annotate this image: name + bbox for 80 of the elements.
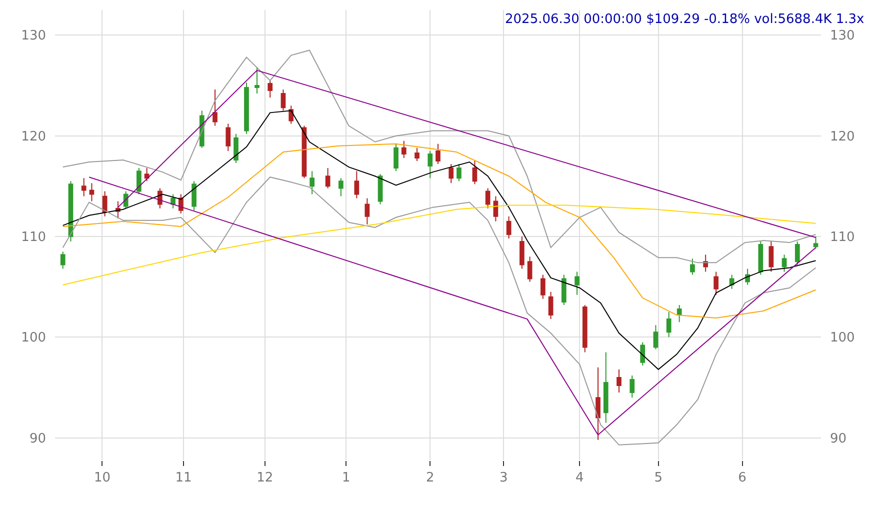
candlestick — [520, 236, 524, 270]
candlestick — [616, 368, 622, 394]
x-tick-label: 10 — [94, 470, 110, 486]
candlestick — [782, 254, 787, 272]
y2-tick-label: 90 — [830, 431, 847, 446]
candlestick — [582, 304, 588, 353]
candlestick — [640, 342, 646, 366]
y-tick-label: 130 — [21, 28, 46, 44]
x-tick-label: 1 — [342, 470, 350, 486]
y-tick-label: 110 — [21, 230, 46, 246]
x-tick-label: 4 — [576, 470, 584, 486]
candlestick — [714, 271, 718, 296]
candlestick — [136, 168, 142, 195]
candlestick — [676, 304, 682, 323]
candlestick — [448, 164, 454, 184]
candlestick — [234, 133, 238, 164]
x-tick-label: 11 — [175, 470, 192, 486]
y2-tick-label: 130 — [830, 28, 855, 44]
x-tick-label: 5 — [654, 470, 662, 486]
candlestick — [540, 274, 546, 300]
candlestick — [456, 164, 462, 182]
candlestick — [596, 366, 600, 440]
candlestick — [378, 174, 383, 205]
candlestick — [506, 216, 512, 240]
candlestick — [81, 178, 86, 197]
candlestick — [603, 352, 608, 424]
candlestick — [561, 274, 566, 306]
chart-title: 2025.06.30 00:00:00 $109.29 -0.18% vol:5688.4K 1.3x — [505, 12, 865, 27]
candlestick — [192, 180, 196, 211]
candlestick — [338, 178, 344, 197]
candlestick — [703, 254, 708, 272]
candlestick — [485, 188, 490, 209]
candlestick — [89, 182, 94, 202]
candlestick — [813, 236, 818, 250]
candlestick — [690, 258, 695, 276]
candlestick — [630, 374, 635, 398]
y2-tick-label: 100 — [830, 330, 855, 346]
line-series — [62, 110, 816, 370]
y2-tick-label: 120 — [830, 129, 855, 144]
candlestick — [401, 140, 406, 158]
y-tick-label: 120 — [21, 129, 46, 144]
line-series — [62, 204, 816, 286]
candlestick — [436, 143, 440, 165]
y-tick-label: 100 — [21, 330, 46, 346]
candlestick — [414, 147, 420, 162]
candlestick — [745, 268, 750, 286]
candlestick — [354, 170, 360, 199]
candlestick — [394, 143, 398, 172]
candlestick — [60, 251, 66, 270]
candlestick — [102, 190, 108, 217]
candlestick — [144, 168, 150, 182]
candlestick — [428, 150, 433, 179]
candlestick — [548, 291, 554, 320]
candlestick — [280, 89, 286, 112]
candlestick — [574, 271, 580, 296]
candlestick — [170, 194, 176, 209]
x-tick-label: 3 — [499, 470, 508, 486]
candlestick — [653, 324, 658, 350]
candlestick — [758, 241, 764, 276]
x-tick-label: 6 — [738, 470, 746, 486]
y-tick-label: 90 — [29, 431, 46, 446]
candlestick — [212, 89, 218, 126]
candlestick — [493, 196, 498, 222]
candlestick — [268, 80, 273, 98]
candlestick — [768, 241, 774, 272]
y2-tick-label: 110 — [830, 230, 855, 246]
x-tick-label: 12 — [256, 470, 274, 486]
candlestick — [794, 241, 800, 266]
candlestick — [244, 82, 249, 134]
candlestick — [527, 256, 532, 282]
candlestick — [325, 168, 330, 189]
candlestick — [254, 66, 260, 94]
candlestick — [666, 312, 672, 338]
candlestick — [310, 170, 315, 195]
candlestick — [226, 123, 231, 152]
line-series — [62, 50, 816, 264]
x-tick-label: 2 — [426, 470, 434, 486]
candlestick — [364, 198, 370, 225]
line-series — [62, 143, 816, 319]
candlestick — [472, 160, 478, 185]
